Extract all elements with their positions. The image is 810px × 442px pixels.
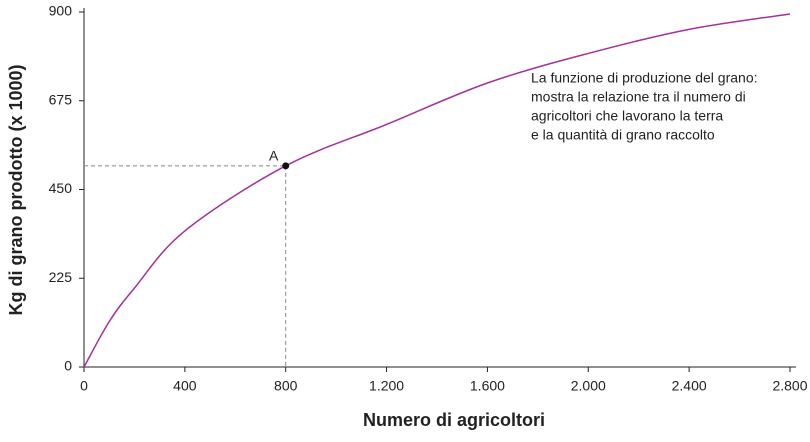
annotation-line: e la quantità di grano raccolto	[531, 127, 715, 143]
x-tick-label: 400	[173, 378, 197, 394]
y-axis-title: Kg di grano prodotto (x 1000)	[6, 64, 26, 315]
y-tick-label: 450	[49, 180, 73, 196]
x-tick-label: 2.400	[672, 378, 707, 394]
x-tick-label: 0	[80, 378, 88, 394]
x-tick-label: 800	[274, 378, 298, 394]
y-tick-label: 675	[49, 91, 73, 107]
annotation-line: agricoltori che lavorano la terra	[531, 108, 723, 124]
y-tick-label: 225	[49, 269, 73, 285]
x-tick-label: 2.000	[571, 378, 606, 394]
y-tick-label: 0	[64, 358, 72, 374]
point-label: A	[269, 148, 279, 164]
point-a	[282, 162, 290, 170]
x-axis-title: Numero di agricoltori	[363, 410, 545, 430]
x-tick-label: 1.200	[369, 378, 404, 394]
x-tick-label: 2.800	[772, 378, 807, 394]
annotation-line: La funzione di produzione del grano:	[531, 70, 758, 86]
production-curve	[83, 13, 791, 368]
annotation-line: mostra la relazione tra il numero di	[531, 89, 746, 105]
y-tick-label: 900	[49, 3, 73, 19]
x-tick-label: 1.600	[470, 378, 505, 394]
